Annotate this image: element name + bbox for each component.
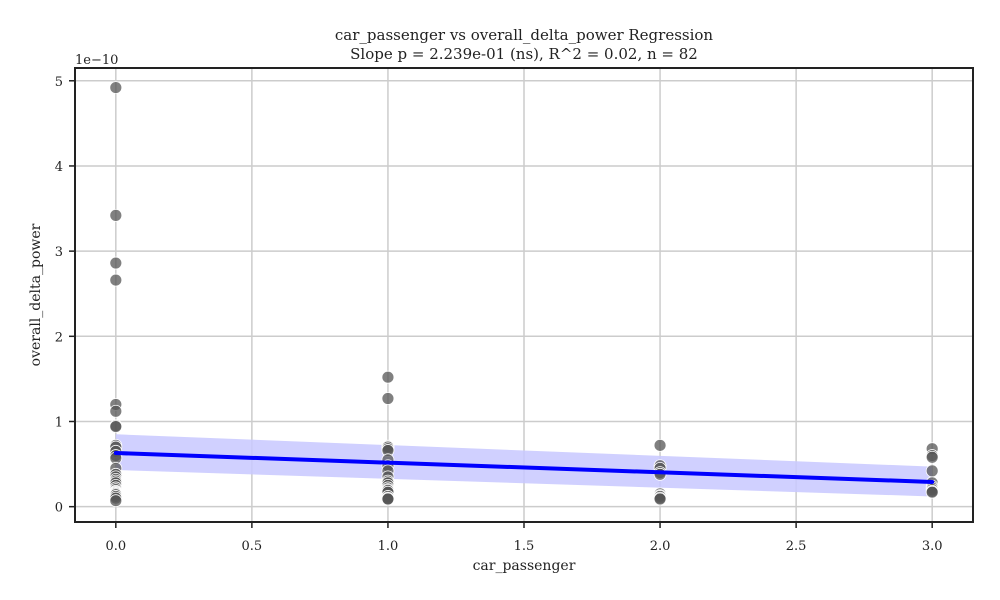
- y-tick-label: 4: [55, 160, 63, 175]
- y-tick-label: 2: [55, 330, 63, 345]
- scatter-point: [925, 485, 939, 499]
- regression-line: [113, 451, 935, 484]
- scatter-point: [109, 494, 123, 508]
- x-tick-label: 3.0: [922, 539, 943, 554]
- y-axis-label: overall_delta_power: [28, 223, 44, 366]
- confidence-band: [115, 434, 933, 497]
- chart-title: car_passenger vs overall_delta_power Reg…: [335, 26, 714, 44]
- scatter-point: [109, 81, 123, 94]
- regression-line-layer: [113, 451, 935, 484]
- y-offset-label: 1e−10: [75, 53, 118, 68]
- chart-subtitle: Slope p = 2.239e-01 (ns), R^2 = 0.02, n …: [350, 45, 698, 63]
- scatter-point: [925, 450, 939, 464]
- scatter-point: [653, 438, 667, 452]
- scatter-point: [381, 492, 395, 506]
- scatter-point: [653, 492, 667, 506]
- y-axis-ticks: 0 1 2 3 4 5: [55, 75, 75, 516]
- confidence-interval-band: [115, 434, 933, 497]
- x-axis-label: car_passenger: [473, 558, 576, 574]
- x-tick-label: 1.5: [514, 539, 535, 554]
- x-tick-label: 0.0: [105, 539, 126, 554]
- scatter-point: [925, 464, 939, 478]
- grid: [75, 68, 973, 522]
- scatter-point: [109, 404, 123, 418]
- y-tick-label: 0: [55, 501, 63, 516]
- x-tick-label: 2.0: [650, 539, 671, 554]
- y-tick-label: 3: [55, 245, 63, 260]
- x-tick-label: 1.0: [378, 539, 399, 554]
- x-tick-label: 2.5: [786, 539, 807, 554]
- x-tick-label: 0.5: [242, 539, 263, 554]
- scatter-point: [381, 370, 395, 384]
- scatter-point: [109, 208, 123, 222]
- scatter-point: [109, 273, 123, 287]
- y-tick-label: 1: [55, 415, 63, 430]
- scatter-point: [109, 256, 123, 270]
- y-tick-label: 5: [55, 75, 63, 90]
- x-axis-ticks: 0.0 0.5 1.0 1.5 2.0 2.5 3.0: [105, 522, 943, 554]
- scatter-point: [109, 420, 123, 434]
- scatter-point: [381, 392, 395, 405]
